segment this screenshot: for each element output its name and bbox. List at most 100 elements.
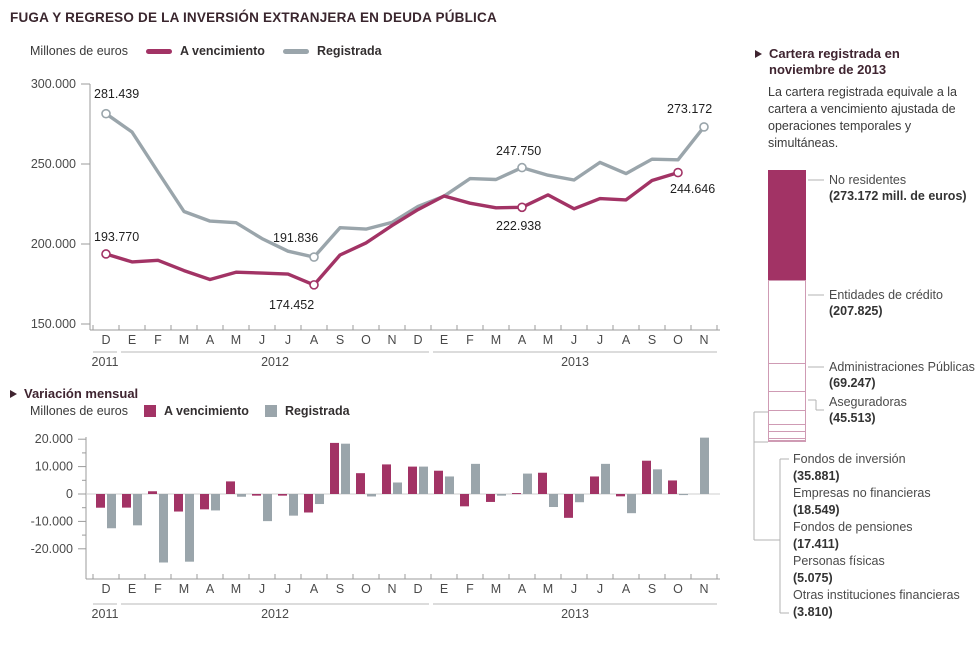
small-segment-item-1: Fondos de inversión5,30%(35.881) [793,451,978,485]
svg-text:M: M [179,582,189,596]
segment-name: Empresas no financieras [793,486,931,500]
svg-text:-10.000: -10.000 [31,514,73,528]
variacion-heading-text: Variación mensual [24,386,139,401]
svg-text:250.000: 250.000 [31,157,76,171]
svg-text:200.000: 200.000 [31,237,76,251]
svg-text:M: M [491,582,501,596]
svg-text:F: F [154,333,162,347]
svg-text:F: F [466,582,474,596]
page-title: FUGA Y REGRESO DE LA INVERSIÓN EXTRANJER… [10,10,497,25]
svg-text:2011: 2011 [92,355,119,369]
svg-text:E: E [128,333,136,347]
svg-text:193.770: 193.770 [94,230,139,244]
section-bullet-icon [755,50,762,58]
registrada-line-swatch [282,48,309,54]
section-bullet-icon [10,389,17,398]
svg-text:J: J [597,333,603,347]
segment-pct: (35.881) [793,469,840,483]
svg-text:D: D [413,333,422,347]
svg-text:S: S [648,333,656,347]
svg-text:0: 0 [66,487,73,501]
segment-name: Otras instituciones financieras [793,588,960,602]
segment-name: Administraciones Públicas [829,360,975,374]
svg-text:244.646: 244.646 [670,182,715,196]
svg-text:-20.000: -20.000 [31,542,73,556]
segment-pct: (5.075) [793,571,833,585]
segment-name: Fondos de inversión [793,452,906,466]
segment-pct: (3.810) [793,605,833,619]
svg-text:J: J [571,333,577,347]
monthly-variation-bar-chart: 20.000 10.000 0 -10.000 -20.000 D E F M A M J J A S O N D… [31,432,720,621]
stack-segment-6 [768,423,806,432]
svg-text:S: S [336,582,344,596]
svg-text:A: A [310,333,319,347]
svg-text:281.439: 281.439 [94,87,139,101]
segment-pct: (45.513) [829,411,876,425]
svg-text:2013: 2013 [561,355,589,369]
svg-text:S: S [648,582,656,596]
segment-pct: (273.172 mill. de euros) [829,189,967,203]
segment-name: Personas físicas [793,554,885,568]
svg-text:273.172: 273.172 [667,102,712,116]
stack-segment-9 [768,440,806,443]
svg-text:20.000: 20.000 [35,432,73,446]
svg-text:A: A [206,333,215,347]
registrada-square-swatch [264,405,277,417]
a-vencimiento-line-swatch [145,48,172,54]
svg-text:O: O [673,582,683,596]
small-segment-item-2: Empresas no financieras2,74%(18.549) [793,485,978,519]
segment-label-3: Administraciones Públicas10,24%(69.247) [829,359,980,391]
svg-text:2012: 2012 [261,607,289,621]
svg-text:A: A [518,333,527,347]
svg-text:174.452: 174.452 [269,298,314,312]
svg-text:J: J [259,333,265,347]
svg-text:247.750: 247.750 [496,144,541,158]
svg-text:10.000: 10.000 [35,460,73,474]
stack-segment-3 [768,363,806,392]
small-segments-list: Fondos de inversión5,30%(35.881) Empresa… [793,451,978,621]
small-segment-item-3: Fondos de pensiones2,57%(17.411) [793,519,978,553]
svg-text:O: O [361,333,371,347]
svg-text:A: A [310,582,319,596]
svg-text:S: S [336,333,344,347]
svg-text:M: M [543,333,553,347]
svg-text:O: O [361,582,371,596]
top-legend: Millones de euros A vencimiento Registra… [30,44,382,58]
svg-text:D: D [413,582,422,596]
bottom-legend: Millones de euros A vencimiento Registra… [30,404,350,418]
segment-pct: (17.411) [793,537,839,551]
svg-text:150.000: 150.000 [31,317,76,331]
segment-pct: (18.549) [793,503,840,517]
segment-name: Fondos de pensiones [793,520,913,534]
svg-text:191.836: 191.836 [273,231,318,245]
unit-label: Millones de euros [30,44,128,58]
segment-pct: (69.247) [829,376,876,390]
registrada-legend-label: Registrada [284,404,350,418]
stack-segment-8 [768,438,806,441]
stack-segment-1 [768,170,806,280]
svg-text:F: F [466,333,474,347]
svg-text:F: F [154,582,162,596]
right-panel-heading-text: Cartera registrada en noviembre de 2013 [769,46,900,77]
svg-text:J: J [259,582,265,596]
right-panel-heading: Cartera registrada en noviembre de 2013 [755,46,967,78]
segment-pct: (207.825) [829,304,883,318]
svg-text:M: M [179,333,189,347]
svg-text:N: N [387,333,396,347]
segment-name: Entidades de crédito [829,288,943,302]
svg-text:D: D [101,333,110,347]
svg-text:A: A [206,582,215,596]
svg-text:M: M [491,333,501,347]
a-vencimiento-square-swatch [143,405,156,417]
svg-text:2011: 2011 [92,607,119,621]
stack-segment-4 [768,391,806,410]
small-segment-item-5: Otras instituciones financieras0,56%(3.8… [793,587,978,621]
svg-text:M: M [231,582,241,596]
stack-segment-5 [768,409,806,424]
svg-text:J: J [571,582,577,596]
svg-text:J: J [285,333,291,347]
svg-text:2012: 2012 [261,355,289,369]
a-vencimiento-legend-label: A vencimiento [163,404,249,418]
stack-segment-2 [768,279,806,364]
